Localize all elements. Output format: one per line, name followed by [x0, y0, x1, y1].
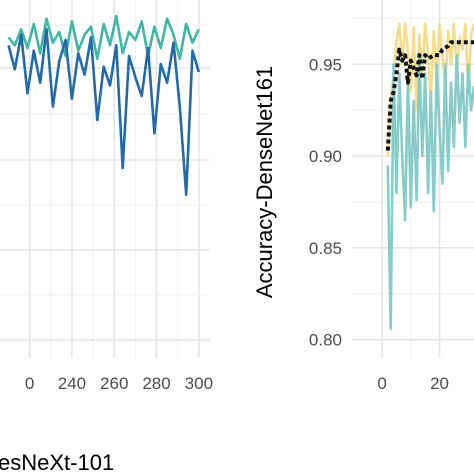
left-x-tick-label: 240 — [58, 374, 86, 393]
left-series-line-2 — [7, 27, 201, 196]
left-x-ticks: 0 240 260 280 300 — [25, 374, 213, 393]
right-series-line-3 — [385, 40, 474, 151]
left-series-line-1 — [7, 14, 200, 61]
right-y-ticks: 0.80 0.85 0.90 0.95 — [309, 55, 342, 349]
right-x-ticks: 0 20 — [377, 374, 449, 393]
right-y-tick-label: 0.90 — [309, 147, 342, 166]
left-x-tick-label: 0 — [25, 374, 34, 393]
right-x-tick-label: 0 — [377, 374, 386, 393]
left-x-tick-label: 280 — [142, 374, 170, 393]
right-panel: 0 20 0.80 0.85 0.90 0.95 Accuracy-DenseNet16… — [252, 0, 474, 393]
right-y-tick-label: 0.95 — [309, 55, 342, 74]
left-x-axis-label: esNeXt-101 — [0, 450, 114, 474]
left-x-tick-label: 300 — [185, 374, 213, 393]
right-x-tick-label: 20 — [430, 374, 449, 393]
right-y-axis-label: Accuracy-DenseNet161 — [252, 66, 277, 298]
left-series — [7, 14, 201, 196]
right-series — [385, 22, 474, 330]
left-panel: 0 240 260 280 300 esNeXt-101 — [0, 0, 213, 474]
right-y-tick-label: 0.85 — [309, 239, 342, 258]
right-series-line-2 — [386, 53, 474, 330]
left-x-tick-label: 260 — [100, 374, 128, 393]
right-y-tick-label: 0.80 — [309, 331, 342, 350]
